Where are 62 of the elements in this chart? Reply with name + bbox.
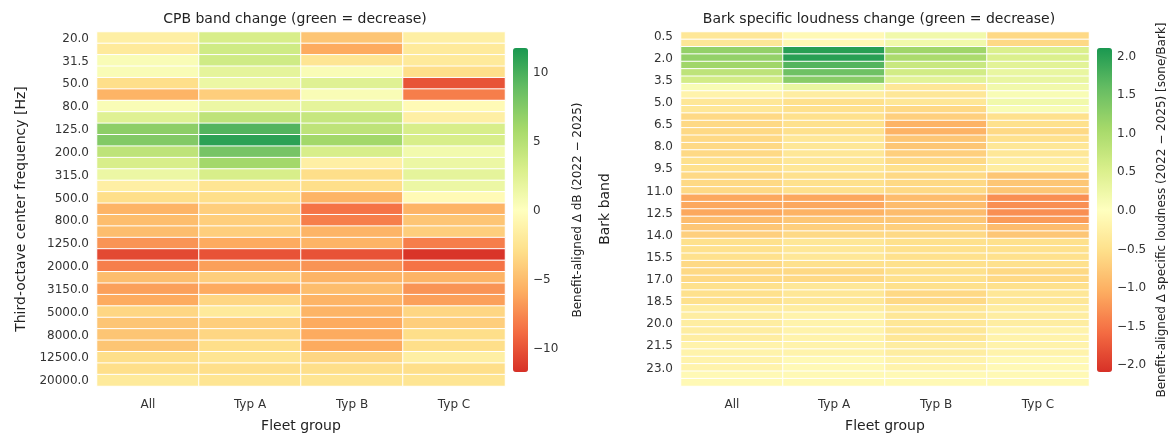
color-bar-label: 10 — [533, 64, 549, 79]
x-axis-title: Fleet group — [845, 417, 925, 433]
x-axis-title: Fleet group — [261, 417, 341, 433]
y-tick-label: 20000.0 — [39, 373, 89, 388]
y-tick-label: 6.5 — [653, 117, 673, 132]
chart-title: Bark specific loudness change (green = decrease) — [702, 10, 1056, 26]
y-tick-label: 21.5 — [646, 338, 673, 353]
y-tick-label: 12.5 — [646, 205, 673, 220]
color-bar-label: −0.5 — [1117, 241, 1147, 256]
y-tick-label: 2.0 — [653, 50, 673, 65]
y-tick-label: 1250.0 — [47, 236, 89, 251]
color-bar-label: 1.5 — [1117, 87, 1137, 102]
color-bar-label: 1.0 — [1117, 125, 1137, 140]
x-tick-label: Typ B — [334, 397, 369, 411]
y-tick-label: 14.0 — [646, 227, 673, 242]
y-tick-label: 0.5 — [653, 28, 673, 43]
color-bar-label: −5 — [533, 272, 551, 287]
x-tick-label: Typ C — [1020, 397, 1055, 411]
y-tick-label: 9.5 — [653, 161, 673, 176]
y-tick-label: 3.5 — [653, 72, 673, 87]
color-bar-label: −10 — [533, 341, 559, 356]
y-tick-label: 17.0 — [646, 272, 673, 287]
y-tick-label: 23.0 — [646, 360, 673, 375]
y-tick-label: 20.0 — [646, 316, 673, 331]
y-tick-label: 80.0 — [62, 99, 89, 114]
x-tick-label: Typ A — [816, 397, 851, 411]
y-tick-label: 31.5 — [62, 53, 89, 68]
color-bar-label: 0.5 — [1117, 164, 1137, 179]
color-bar-title: Benefit-aligned Δ dB (2022 − 2025) — [570, 102, 584, 318]
x-tick-label: Typ A — [232, 397, 267, 411]
y-tick-label: 2000.0 — [47, 259, 89, 274]
y-tick-label: 5.0 — [653, 95, 673, 110]
y-tick-label: 3150.0 — [47, 281, 89, 296]
x-tick-label: All — [724, 397, 740, 411]
y-axis-title: Third-octave center frequency [Hz] — [12, 86, 28, 333]
y-tick-label: 125.0 — [54, 122, 89, 137]
y-tick-label: 18.5 — [646, 294, 673, 309]
color-bar-label: 2.0 — [1117, 48, 1137, 63]
color-bar-label: 5 — [533, 133, 541, 148]
y-tick-label: 12500.0 — [39, 350, 89, 365]
y-tick-label: 200.0 — [54, 144, 89, 159]
color-bar-label: −2.0 — [1117, 357, 1147, 372]
y-tick-label: 11.0 — [646, 183, 673, 198]
x-tick-label: Typ C — [436, 397, 471, 411]
chart-title: CPB band change (green = decrease) — [163, 10, 427, 26]
color-bar-label: −1.5 — [1117, 318, 1147, 333]
y-tick-label: 50.0 — [62, 76, 89, 91]
y-tick-label: 800.0 — [54, 213, 89, 228]
color-bar-label: −1.0 — [1117, 280, 1147, 295]
y-tick-label: 8000.0 — [47, 327, 89, 342]
y-tick-label: 20.0 — [62, 30, 89, 45]
y-tick-label: 500.0 — [54, 190, 89, 205]
y-tick-label: 15.5 — [646, 249, 673, 264]
y-tick-label: 8.0 — [653, 139, 673, 154]
color-bar-title: Benefit-aligned Δ specific loudness (2022 − 2025) [sone/Bark] — [1154, 22, 1168, 398]
y-axis-title: Bark band — [596, 173, 612, 245]
color-bar-label: 0 — [533, 203, 541, 217]
x-tick-label: All — [140, 397, 156, 411]
color-bar-label: 0.0 — [1117, 203, 1137, 217]
y-tick-label: 5000.0 — [47, 304, 89, 319]
x-tick-label: Typ B — [918, 397, 953, 411]
y-tick-label: 315.0 — [54, 167, 89, 182]
